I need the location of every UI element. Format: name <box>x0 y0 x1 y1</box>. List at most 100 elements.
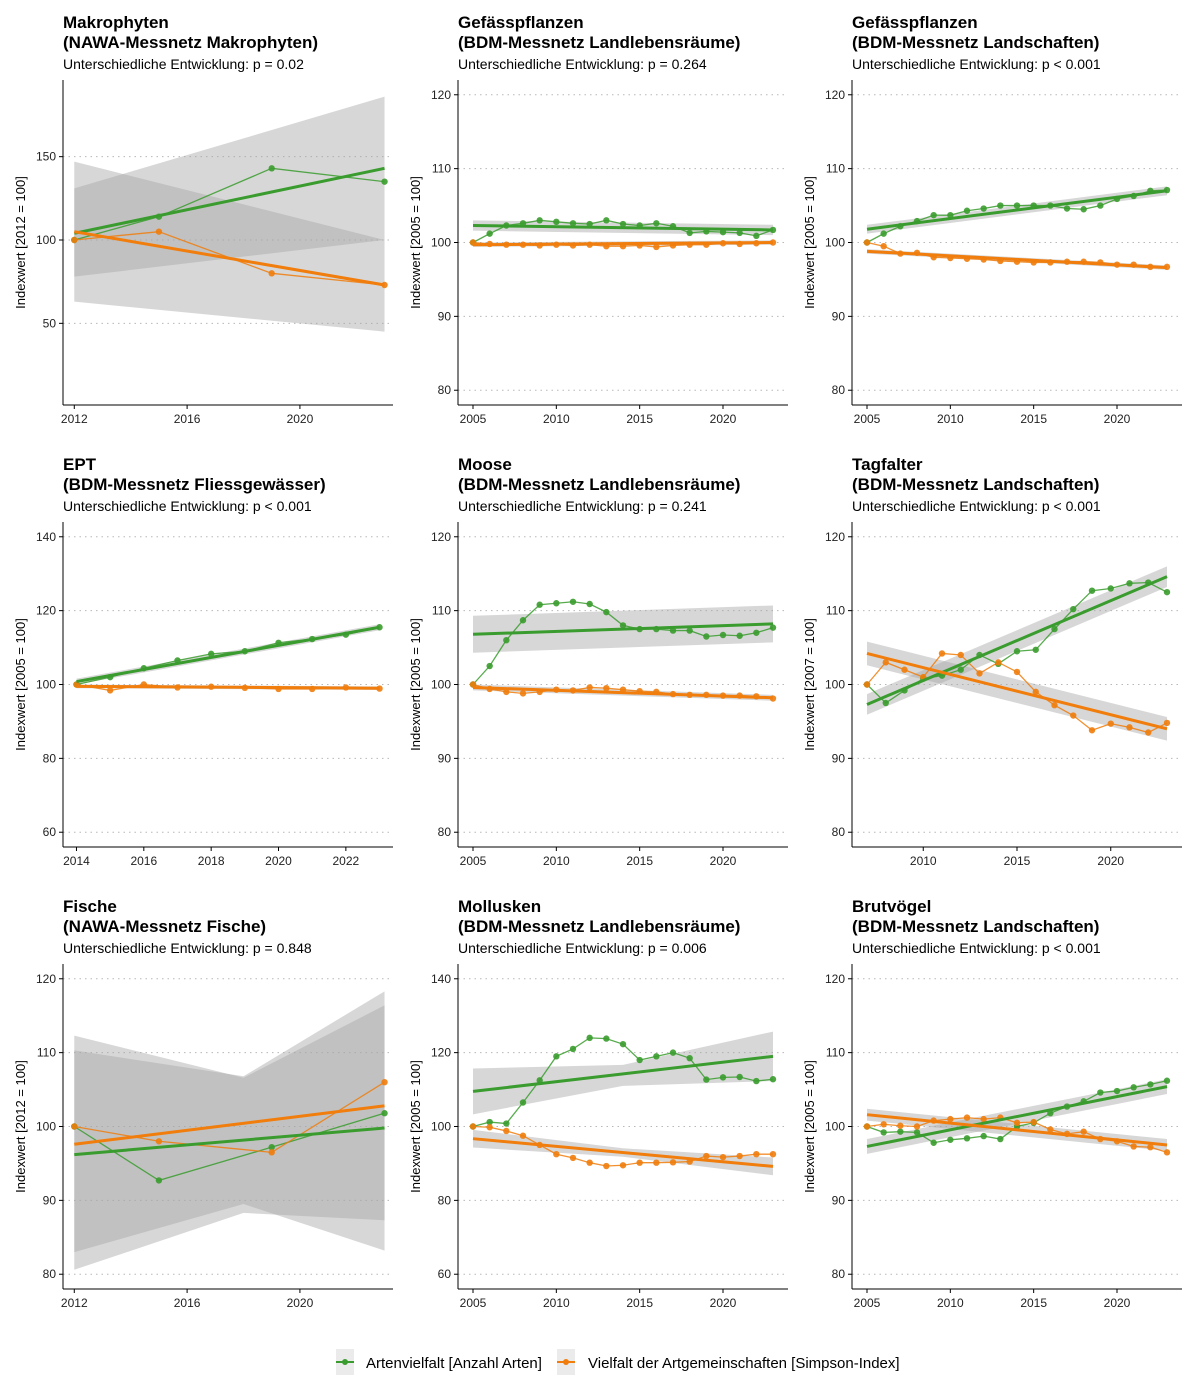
panel-test-result: Unterschiedliche Entwicklung: p = 0.264 <box>458 56 707 72</box>
data-point-community <box>1013 668 1021 676</box>
data-point-community <box>863 1123 871 1130</box>
y-tick-label: 110 <box>826 162 845 176</box>
data-point-community <box>753 1150 760 1158</box>
data-point-community <box>1032 688 1039 696</box>
data-point-community <box>603 1162 610 1170</box>
series-line-species <box>74 167 385 241</box>
data-point-species <box>1126 580 1133 587</box>
trend-line-species <box>472 224 774 232</box>
panel-2: Gefässpflanzen(BDM-Messnetz Landschaften… <box>802 13 1182 426</box>
data-point-community <box>980 1115 987 1123</box>
data-point-species <box>913 1129 921 1136</box>
data-point-community <box>1047 1126 1054 1133</box>
data-point-species <box>586 1034 593 1042</box>
data-point-species <box>880 1129 887 1136</box>
y-tick-label: 120 <box>825 530 845 544</box>
data-point-species <box>930 211 937 219</box>
data-point-species <box>947 211 954 219</box>
x-tick-label: 2005 <box>854 412 881 426</box>
y-tick-label: 100 <box>431 1120 451 1134</box>
data-point-community <box>703 1152 710 1160</box>
data-point-community <box>268 270 275 277</box>
series-line-community <box>74 231 385 286</box>
data-point-community <box>938 650 946 657</box>
data-point-species <box>519 1099 527 1106</box>
data-point-community <box>736 1152 743 1160</box>
data-point-species <box>1088 587 1096 594</box>
y-tick-label: 80 <box>43 751 57 765</box>
data-point-species <box>486 230 493 237</box>
data-point-community <box>897 1122 904 1129</box>
x-tick-label: 2020 <box>1104 412 1131 426</box>
data-point-species <box>736 229 743 237</box>
panel-test-result: Unterschiedliche Entwicklung: p = 0.006 <box>458 940 707 956</box>
data-point-community <box>1051 701 1058 709</box>
data-point-species <box>603 217 610 224</box>
data-point-species <box>569 598 577 605</box>
legend-key-community-point <box>563 1359 569 1365</box>
data-point-species <box>486 1118 493 1126</box>
y-axis-label: Indexwert [2005 = 100] <box>408 1060 423 1193</box>
y-tick-label: 120 <box>431 88 451 102</box>
series-line-community <box>74 1081 385 1154</box>
x-tick-label: 2010 <box>543 412 570 426</box>
y-tick-label: 80 <box>832 383 846 397</box>
x-tick-label: 2005 <box>460 854 487 868</box>
y-tick-label: 100 <box>431 236 451 250</box>
trend-line-community <box>74 230 385 287</box>
data-point-species <box>619 622 627 629</box>
y-tick-label: 90 <box>438 309 452 323</box>
trend-line-species <box>74 1126 385 1157</box>
y-axis-label: Indexwert [2007 = 100] <box>802 618 817 751</box>
y-tick-label: 110 <box>826 1046 845 1060</box>
data-point-community <box>719 1153 727 1161</box>
y-tick-label: 100 <box>431 678 451 692</box>
x-tick-label: 2005 <box>460 1296 487 1310</box>
data-point-species <box>636 1056 643 1064</box>
data-point-species <box>897 1128 904 1135</box>
data-point-species <box>686 229 693 237</box>
x-tick-label: 2015 <box>1020 412 1047 426</box>
data-point-species <box>619 220 627 228</box>
data-point-species <box>736 1073 743 1081</box>
panel-network: (BDM-Messnetz Landlebensräume) <box>458 33 740 52</box>
panel-6: Fische(NAWA-Messnetz Fische) Unterschiedl… <box>13 897 393 1310</box>
data-point-community <box>669 1159 677 1166</box>
panel-network: (BDM-Messnetz Landschaften) <box>852 33 1099 52</box>
data-point-community <box>995 659 1002 666</box>
data-point-species <box>553 600 560 607</box>
panel-4: Moose(BDM-Messnetz Landlebensräume) Unter… <box>408 455 788 868</box>
x-tick-label: 2010 <box>937 412 964 426</box>
y-tick-label: 80 <box>43 1267 57 1281</box>
panel-title: Moose <box>458 455 512 474</box>
data-point-species <box>686 1054 693 1062</box>
panel-8: Brutvögel(BDM-Messnetz Landschaften) Unte… <box>802 897 1182 1310</box>
data-point-species <box>882 699 889 707</box>
data-point-community <box>486 1124 493 1131</box>
data-point-community <box>863 681 871 688</box>
data-point-species <box>586 220 593 228</box>
data-point-species <box>619 1040 627 1048</box>
y-tick-label: 110 <box>432 162 451 176</box>
trend-line-community <box>472 241 774 247</box>
x-tick-label: 2020 <box>287 1296 314 1310</box>
data-point-community <box>957 651 964 659</box>
data-point-species <box>736 632 743 639</box>
y-tick-label: 100 <box>825 678 845 692</box>
x-tick-label: 2015 <box>626 854 653 868</box>
y-tick-label: 90 <box>43 1193 57 1207</box>
y-tick-label: 80 <box>438 825 452 839</box>
x-tick-label: 2020 <box>710 1296 737 1310</box>
data-point-species <box>1130 1084 1137 1091</box>
data-point-community <box>880 242 887 250</box>
panel-network: (BDM-Messnetz Landschaften) <box>852 917 1099 936</box>
panel-network: (NAWA-Messnetz Makrophyten) <box>63 33 318 52</box>
data-point-community <box>503 1127 510 1135</box>
y-axis-label: Indexwert [2005 = 100] <box>802 176 817 309</box>
data-point-community <box>1088 727 1096 734</box>
data-point-species <box>719 631 727 639</box>
y-tick-label: 90 <box>438 751 452 765</box>
y-tick-label: 110 <box>826 604 845 618</box>
panel-title: Gefässpflanzen <box>458 13 584 32</box>
data-point-species <box>653 220 660 227</box>
